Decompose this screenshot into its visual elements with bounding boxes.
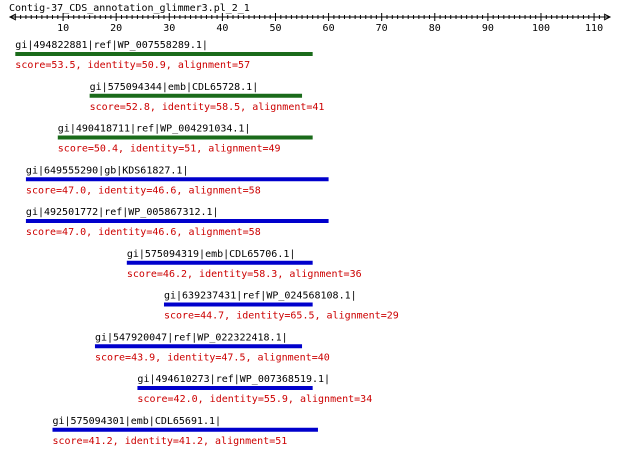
hit-stats: score=43.9, identity=47.5, alignment=40 [95,352,330,363]
axis-tick-label: 110 [585,23,603,34]
axis-tick-label: 30 [163,23,175,34]
hit-row: gi|494610273|ref|WP_007368519.1| score=42… [137,374,372,405]
axis-tick-label: 10 [57,23,69,34]
axis-left-arrow [8,13,17,21]
hit-bar [25,177,329,182]
hit-bar [126,260,313,265]
hit-bar [15,52,313,56]
hit-stats: score=41.2, identity=41.2, alignment=51 [52,436,287,447]
hit-label: gi|649555290|gb|KDS61827.1| [26,165,189,176]
hit-row: gi|494822881|ref|WP_007558289.1| score=53… [15,40,313,71]
hit-row: gi|649555290|gb|KDS61827.1| score=47.0, i… [25,165,329,196]
hit-label: gi|492501772|ref|WP_005867312.1| [26,207,219,218]
hit-bar [52,427,318,432]
hit-stats: score=52.8, identity=58.5, alignment=41 [90,102,325,113]
hit-label: gi|575094301|emb|CDL65691.1| [52,416,221,427]
hit-label: gi|494822881|ref|WP_007558289.1| [15,40,208,51]
axis-tick-label: 70 [376,23,388,34]
axis-tick-label: 50 [269,23,281,34]
axis-tick-label: 60 [323,23,335,34]
axis-right-arrow [603,13,612,21]
hit-stats: score=42.0, identity=55.9, alignment=34 [137,394,372,405]
hit-row: gi|639237431|ref|WP_024568108.1| score=44… [163,291,399,322]
axis-tick-label: 40 [216,23,228,34]
hit-list: gi|494822881|ref|WP_007558289.1| score=53… [15,40,399,447]
hit-row: gi|575094301|emb|CDL65691.1| score=41.2, … [52,416,318,447]
hit-stats: score=47.0, identity=46.6, alignment=58 [26,227,261,238]
hit-bar [57,135,313,140]
hit-stats: score=46.2, identity=58.3, alignment=36 [127,269,362,280]
axis-tick-label: 100 [532,23,550,34]
hit-label: gi|639237431|ref|WP_024568108.1| [164,291,357,302]
hit-label: gi|575094344|emb|CDL65728.1| [90,82,259,93]
hit-bar [137,386,313,390]
hit-stats: score=53.5, identity=50.9, alignment=57 [15,60,250,71]
hit-row: gi|490418711|ref|WP_004291034.1| score=50… [57,124,313,155]
hit-stats: score=44.7, identity=65.5, alignment=29 [164,311,399,322]
ruler-axis: 10 20 30 40 50 60 70 80 90 100 110 [8,13,612,34]
hit-label: gi|490418711|ref|WP_004291034.1| [58,124,251,135]
hit-row: gi|575094344|emb|CDL65728.1| score=52.8, … [89,82,325,113]
hit-bar [25,219,329,223]
hit-bar [89,93,303,98]
hit-row: gi|575094319|emb|CDL65706.1| score=46.2, … [126,249,362,280]
hit-row: gi|492501772|ref|WP_005867312.1| score=47… [25,207,329,238]
hit-bar [94,344,303,349]
hit-label: gi|547920047|ref|WP_022322418.1| [95,332,288,343]
hit-label: gi|575094319|emb|CDL65706.1| [127,249,296,260]
hit-label: gi|494610273|ref|WP_007368519.1| [137,374,330,385]
hit-row: gi|547920047|ref|WP_022322418.1| score=43… [94,332,330,363]
diagram-title: Contig-37_CDS_annotation_glimmer3.pl_2_1 [9,3,250,14]
hit-stats: score=50.4, identity=51, alignment=49 [58,144,281,155]
axis-tick-label: 80 [429,23,441,34]
axis-tick-label: 90 [482,23,494,34]
hit-bar [163,302,313,307]
hit-stats: score=47.0, identity=46.6, alignment=58 [26,185,261,196]
axis-tick-label: 20 [110,23,122,34]
